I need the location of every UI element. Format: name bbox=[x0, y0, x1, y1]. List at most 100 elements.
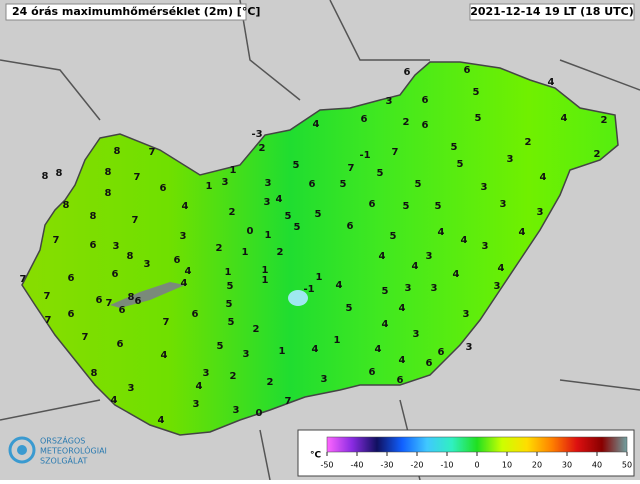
station-value: 5 bbox=[473, 87, 480, 98]
station-value: -1 bbox=[303, 284, 314, 295]
station-value: 6 bbox=[426, 358, 433, 369]
station-value: 6 bbox=[192, 309, 199, 320]
station-value: 4 bbox=[185, 266, 192, 277]
station-value: 5 bbox=[217, 341, 224, 352]
station-value: 2 bbox=[259, 143, 266, 154]
station-value: 4 bbox=[382, 319, 389, 330]
station-value: 2 bbox=[525, 137, 532, 148]
station-value: 5 bbox=[227, 281, 234, 292]
station-value: 4 bbox=[379, 251, 386, 262]
station-value: 4 bbox=[336, 280, 343, 291]
station-value: 3 bbox=[193, 399, 200, 410]
colorbar-tick-label: 10 bbox=[502, 461, 512, 470]
station-value: 6 bbox=[404, 67, 411, 78]
station-value: 4 bbox=[548, 77, 555, 88]
station-value: 4 bbox=[561, 113, 568, 124]
station-value: 6 bbox=[68, 273, 75, 284]
station-value: 8 bbox=[91, 368, 98, 379]
station-value: 7 bbox=[45, 315, 52, 326]
station-value: 4 bbox=[453, 269, 460, 280]
station-value: 5 bbox=[294, 222, 301, 233]
station-value: 6 bbox=[464, 65, 471, 76]
timestamp-box bbox=[469, 3, 635, 21]
station-value: 5 bbox=[340, 179, 347, 190]
station-value: 6 bbox=[90, 240, 97, 251]
colorbar-tick-label: 40 bbox=[592, 461, 602, 470]
station-value: 6 bbox=[117, 339, 124, 350]
station-value: 3 bbox=[243, 349, 250, 360]
station-value: 5 bbox=[377, 168, 384, 179]
station-value: 1 bbox=[225, 267, 232, 278]
station-value: 4 bbox=[312, 344, 319, 355]
station-value: 3 bbox=[144, 259, 151, 270]
station-value: 4 bbox=[276, 194, 283, 205]
colorbar bbox=[326, 436, 628, 453]
station-value: 2 bbox=[253, 324, 260, 335]
station-value: 3 bbox=[405, 283, 412, 294]
station-value: 3 bbox=[203, 368, 210, 379]
station-value: 3 bbox=[537, 207, 544, 218]
colorbar-tick-label: 30 bbox=[562, 461, 572, 470]
colorbar-tick-label: 0 bbox=[474, 461, 479, 470]
colorbar-tick-label: 50 bbox=[622, 461, 632, 470]
station-value: 2 bbox=[229, 207, 236, 218]
station-value: 4 bbox=[399, 303, 406, 314]
station-value: 2 bbox=[601, 115, 608, 126]
station-value: 4 bbox=[519, 227, 526, 238]
station-value: 4 bbox=[196, 381, 203, 392]
station-value: 8 bbox=[105, 167, 112, 178]
station-value: 6 bbox=[119, 305, 126, 316]
station-value: 7 bbox=[149, 147, 156, 158]
station-value: 5 bbox=[390, 231, 397, 242]
station-value: 7 bbox=[392, 147, 399, 158]
station-value: 3 bbox=[265, 178, 272, 189]
station-value: 4 bbox=[412, 261, 419, 272]
station-value: 6 bbox=[422, 120, 429, 131]
station-value: 6 bbox=[135, 296, 142, 307]
colorbar-tick-label: -50 bbox=[320, 461, 333, 470]
station-value: 4 bbox=[498, 263, 505, 274]
country bbox=[21, 61, 619, 436]
station-value: 4 bbox=[158, 415, 165, 426]
station-value: 2 bbox=[594, 149, 601, 160]
station-value: 6 bbox=[369, 367, 376, 378]
station-value: 4 bbox=[181, 278, 188, 289]
colorbar-tick-label: 20 bbox=[532, 461, 542, 470]
station-value: 2 bbox=[230, 371, 237, 382]
station-value: 2 bbox=[277, 247, 284, 258]
station-value: 8 bbox=[128, 292, 135, 303]
station-value: 3 bbox=[264, 197, 271, 208]
station-value: 3 bbox=[321, 374, 328, 385]
station-value: 3 bbox=[426, 251, 433, 262]
station-value: 3 bbox=[431, 283, 438, 294]
logo-line: METEOROLÓGIAI bbox=[40, 445, 107, 456]
station-value: 5 bbox=[346, 303, 353, 314]
station-value: 5 bbox=[435, 201, 442, 212]
logo: ORSZÁGOS METEOROLÓGIAI SZOLGÁLAT bbox=[8, 435, 107, 466]
station-value: 6 bbox=[160, 183, 167, 194]
station-value: 5 bbox=[293, 160, 300, 171]
station-value: 6 bbox=[347, 221, 354, 232]
station-value: 7 bbox=[163, 317, 170, 328]
station-value: 5 bbox=[285, 211, 292, 222]
station-value: 7 bbox=[82, 332, 89, 343]
title-box bbox=[5, 3, 247, 21]
colorbar-unit: °C bbox=[310, 451, 322, 461]
station-value: 2 bbox=[216, 243, 223, 254]
station-value: 3 bbox=[128, 383, 135, 394]
station-value: 3 bbox=[463, 309, 470, 320]
station-value: 7 bbox=[348, 163, 355, 174]
lake bbox=[110, 282, 185, 308]
station-value: -1 bbox=[359, 150, 370, 161]
station-value: 3 bbox=[113, 241, 120, 252]
station-value: 7 bbox=[106, 298, 113, 309]
station-value: 3 bbox=[494, 281, 501, 292]
colorbar-tick-label: -30 bbox=[380, 461, 393, 470]
station-value: 8 bbox=[90, 211, 97, 222]
station-value: 3 bbox=[482, 241, 489, 252]
colorbar-tick-label: -10 bbox=[440, 461, 453, 470]
station-value: 3 bbox=[386, 96, 393, 107]
station-value: 1 bbox=[265, 230, 272, 241]
timestamp: 2021-12-14 19 LT (18 UTC) bbox=[470, 5, 634, 18]
